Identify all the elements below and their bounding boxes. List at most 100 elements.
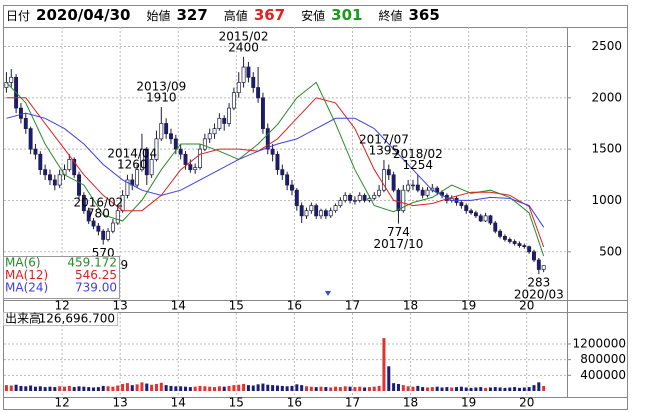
volume-bar [334, 386, 338, 391]
volume-bar [72, 387, 76, 391]
candle-body [18, 107, 23, 119]
volume-bar [14, 384, 18, 391]
header: 日付 2020/04/30 始値 327 高値 367 安値 301 終値 365 [6, 6, 450, 26]
field-value: 365 [408, 6, 440, 24]
volume-bar [430, 387, 434, 391]
candle-body [173, 138, 178, 150]
volume-bar [542, 386, 546, 391]
volume-bar [396, 383, 400, 391]
volume-bar [198, 385, 202, 391]
volume-bar [503, 387, 507, 391]
field-value: 367 [253, 6, 286, 24]
x-tick-label: 12 [54, 396, 69, 410]
candle-body [260, 97, 265, 129]
volume-bar [164, 385, 168, 391]
candle-body [314, 205, 319, 217]
volume-bar [87, 387, 91, 391]
x-tick-label: 16 [287, 299, 302, 313]
volume-bar [58, 386, 62, 391]
volume-bar [353, 387, 357, 391]
candle-body [299, 205, 304, 217]
volume-bar [232, 385, 236, 391]
y-tick-label: 400000 [580, 368, 626, 382]
volume-bar [401, 385, 405, 391]
volume-bar [440, 387, 444, 391]
candle-body [241, 66, 246, 83]
volume-bar [125, 383, 129, 391]
candle-body [38, 153, 43, 171]
candle-body [304, 210, 309, 217]
candle-body [23, 117, 28, 129]
plot-layer: 500 1000 1500 2000 2500 12 12 13 13 14 14 15 15 16 16 1… [3, 27, 626, 410]
candle-body [502, 236, 507, 240]
annotation-value: 283 [527, 276, 550, 290]
x-tick-label: 15 [229, 299, 244, 313]
x-tick-label: 19 [461, 396, 476, 410]
candle-body [401, 189, 406, 212]
volume-bar [372, 386, 376, 391]
candle-body [478, 215, 483, 222]
candle-body [507, 239, 512, 242]
candle-body [207, 133, 212, 140]
candle-body [343, 194, 348, 201]
candle-body [517, 243, 522, 246]
volume-bar [261, 383, 265, 391]
candle-body [183, 153, 188, 165]
volume-bar [329, 387, 333, 391]
volume-bar [411, 386, 415, 391]
volume-bar [24, 386, 28, 391]
volume-bar [532, 385, 536, 391]
candle-body [125, 179, 130, 196]
volume-bar [363, 387, 367, 391]
y-tick-label: 500 [599, 244, 622, 258]
volume-bar [392, 383, 396, 391]
candle-body [381, 169, 386, 191]
volume-bar [488, 387, 492, 391]
candle-body [411, 184, 415, 187]
legend-name: MA(24) [5, 281, 48, 295]
volume-bar [145, 383, 149, 391]
candle-body [522, 245, 527, 247]
candle-body [391, 174, 396, 191]
candle-body [149, 159, 154, 176]
candle-body [28, 128, 33, 150]
volume-bar [406, 386, 410, 391]
candle-body [377, 189, 382, 196]
candle-body [115, 210, 120, 224]
candle-body [72, 159, 77, 176]
candle-body [77, 174, 81, 196]
legend-value: 459.172 [67, 256, 117, 270]
x-tick-label: 18 [403, 396, 418, 410]
volume-bar [493, 387, 497, 391]
volume-bar [305, 386, 308, 391]
candle-body [532, 251, 536, 261]
volume-bar [290, 385, 294, 391]
volume-bar [188, 387, 192, 391]
candle-body [48, 174, 52, 181]
x-tick-label: 18 [403, 299, 418, 313]
legend-value: 546.25 [75, 268, 117, 282]
volume-bar [154, 383, 158, 391]
volume-bar [416, 385, 420, 391]
candle-body [352, 200, 357, 202]
volume-bar [38, 386, 42, 391]
x-tick-label: 17 [345, 299, 360, 313]
candle-body [469, 210, 474, 214]
x-tick-label: 15 [229, 396, 244, 410]
candle-body [270, 148, 275, 155]
volume-bar [508, 387, 512, 391]
volume-bar [174, 386, 178, 391]
annotation-date: 2017/10 [374, 237, 424, 251]
volume-bar [135, 384, 139, 391]
candle-body [459, 202, 464, 206]
candle-body [323, 210, 328, 217]
x-tick-label: 19 [461, 299, 476, 313]
volume-bar [19, 385, 23, 391]
volume-bar [513, 387, 517, 391]
volume-bar [469, 387, 473, 391]
volume-bar [140, 382, 144, 391]
volume-bar [537, 382, 541, 391]
ma-line [6, 97, 545, 248]
